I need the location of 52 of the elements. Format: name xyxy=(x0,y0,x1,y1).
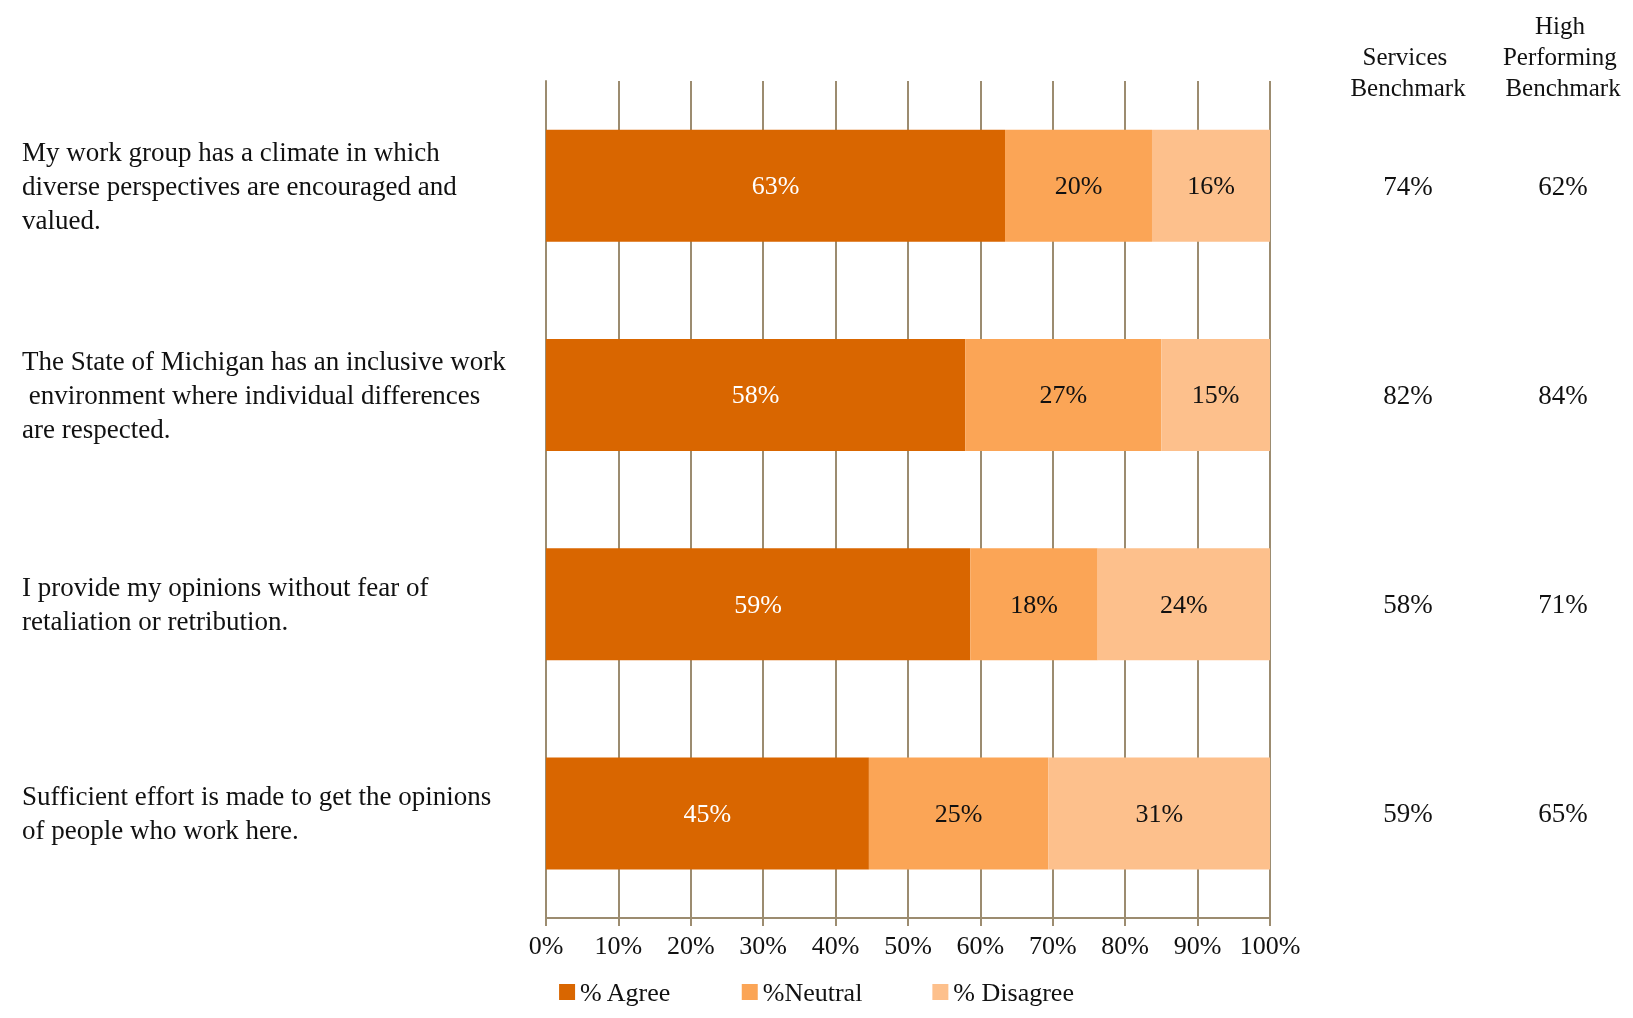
data-label: 16% xyxy=(1187,171,1235,201)
x-tick-label: 80% xyxy=(1101,930,1150,960)
text: 84% xyxy=(1538,379,1588,410)
bar xyxy=(546,548,971,661)
data-label: 24% xyxy=(1160,589,1208,619)
x-tick-label: 20% xyxy=(666,930,715,960)
text: 58% xyxy=(1383,589,1433,620)
x-tick-label: 60% xyxy=(956,930,1005,960)
text: Services Benchmark xyxy=(1350,43,1467,101)
legend-label: % Disagree xyxy=(953,977,1074,1007)
data-label: 25% xyxy=(934,798,983,828)
y-tick-label: Sufficient effort is made to get the opinions of people who work here. xyxy=(22,781,498,846)
x-tick-label: 50% xyxy=(884,930,932,960)
x-tick-label: 30% xyxy=(739,930,788,960)
bar xyxy=(1048,757,1270,870)
x-tick-label: 0% xyxy=(528,930,564,960)
text: 62% xyxy=(1538,170,1588,201)
legend-label: %Neutral xyxy=(762,977,863,1007)
text: High Performing Benchmark xyxy=(1502,12,1624,101)
x-tick-label: 90% xyxy=(1173,930,1222,960)
bar xyxy=(868,757,1049,870)
bar xyxy=(970,548,1098,661)
data-label: 18% xyxy=(1010,589,1058,619)
data-label: 20% xyxy=(1054,171,1103,201)
text: 71% xyxy=(1538,589,1588,620)
bar xyxy=(1151,129,1270,242)
bar xyxy=(546,129,1006,242)
bar xyxy=(965,338,1162,451)
x-tick-label: 100% xyxy=(1239,930,1301,960)
data-label: 45% xyxy=(683,798,732,828)
x-tick-label: 70% xyxy=(1028,930,1077,960)
data-label: 63% xyxy=(751,171,800,201)
bar xyxy=(1005,129,1152,242)
data-label: 27% xyxy=(1039,380,1088,410)
data-label: 15% xyxy=(1191,380,1240,410)
bar xyxy=(546,338,966,451)
y-tick-label: My work group has a climate in which diverse perspectives are encouraged and valued. xyxy=(22,136,464,235)
bar xyxy=(1161,338,1270,451)
text: 74% xyxy=(1383,170,1433,201)
y-tick-label: I provide my opinions without fear of retaliation or retribution. xyxy=(22,572,436,637)
text: 82% xyxy=(1383,379,1433,410)
text: 65% xyxy=(1538,798,1588,829)
x-tick-label: 10% xyxy=(594,930,643,960)
y-tick-label: The State of Michigan has an inclusive work environment where individual differences are respected. xyxy=(22,345,507,444)
bar xyxy=(1097,548,1270,661)
data-label: 59% xyxy=(734,589,782,619)
bar xyxy=(546,757,869,870)
data-label: 31% xyxy=(1135,798,1184,828)
legend-label: % Agree xyxy=(580,977,671,1007)
text: 59% xyxy=(1383,798,1433,829)
data-label: 58% xyxy=(731,380,780,410)
x-tick-label: 40% xyxy=(811,930,860,960)
